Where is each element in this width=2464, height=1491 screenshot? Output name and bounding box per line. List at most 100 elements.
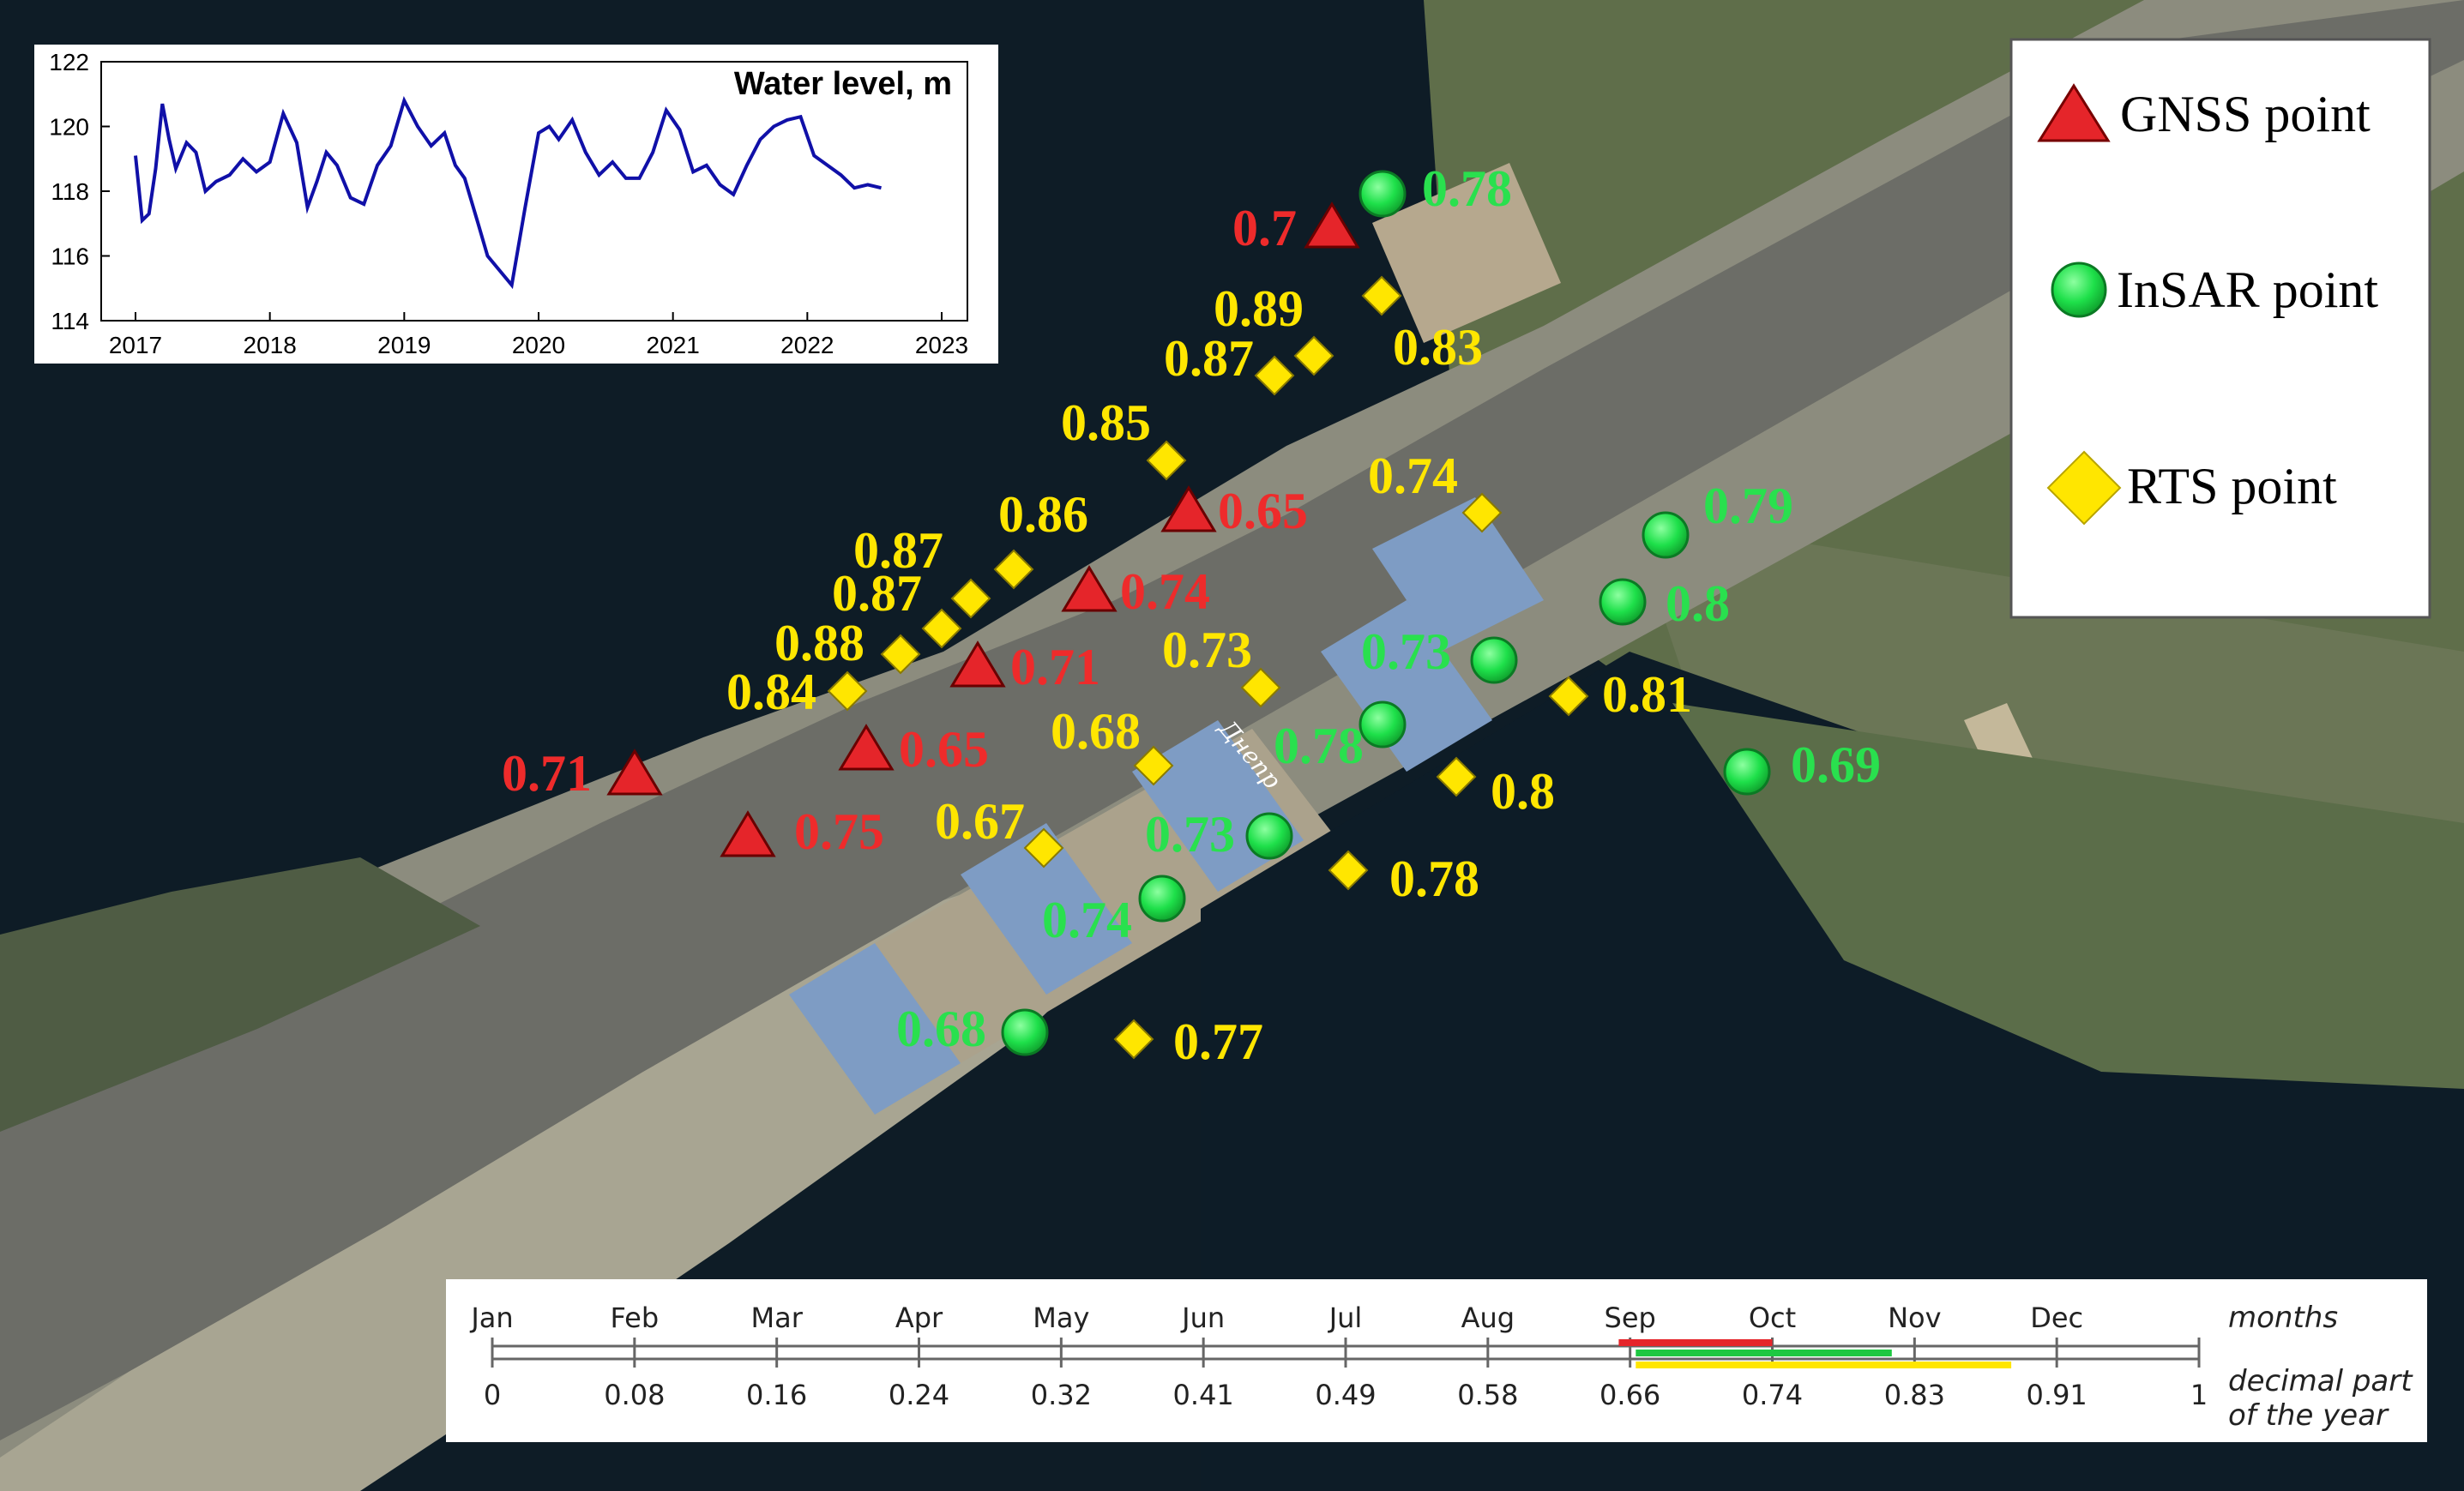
rts-point-label: 0.73 (1162, 622, 1252, 678)
legend-rts-icon (2046, 450, 2122, 526)
rts-point-label: 0.87 (832, 565, 922, 622)
month-label: Oct (1749, 1302, 1796, 1334)
month-label: Dec (2030, 1302, 2083, 1334)
decimal-label: 0.66 (1599, 1379, 1660, 1411)
insar-point-marker (1359, 170, 1407, 218)
month-label: Jul (1328, 1302, 1363, 1334)
legend: GNSS point InSAR point RTS point (2009, 38, 2431, 619)
decimal-label: 0.16 (746, 1379, 807, 1411)
rts-point-marker (921, 608, 962, 649)
rts-point-label: 0.78 (1389, 851, 1479, 907)
month-label: Jun (1180, 1302, 1225, 1334)
rts-point-label: 0.81 (1602, 666, 1692, 723)
rts-point-marker (993, 549, 1034, 590)
insar-point-marker (1642, 511, 1690, 559)
gnss-point-label: 0.74 (1120, 563, 1210, 620)
month-label: Jan (469, 1302, 513, 1334)
timeline-bars (1618, 1339, 2012, 1368)
decimal-axis-label-2: of the year (2228, 1398, 2389, 1433)
rts-point-marker (1113, 1019, 1154, 1060)
y-tick-label: 118 (51, 178, 89, 205)
gnss-point-label: 0.7 (1232, 200, 1297, 256)
gnss-point-marker (1061, 565, 1118, 612)
rts-point-marker (880, 634, 921, 675)
chart-title: Water level, m (734, 66, 952, 102)
rts-point-label: 0.84 (726, 664, 816, 720)
legend-gnss-icon (2037, 83, 2111, 142)
decimal-label: 0.24 (889, 1379, 949, 1411)
decimal-label: 0 (484, 1379, 501, 1411)
insar-point-label: 0.78 (1422, 160, 1512, 217)
gnss-point-marker (949, 640, 1006, 688)
insar-point-label: 0.73 (1145, 806, 1235, 863)
rts-point-label: 0.88 (774, 615, 865, 671)
legend-rts-label: RTS point (2127, 458, 2337, 514)
x-tick-label: 2019 (377, 332, 431, 358)
gnss-point-label: 0.75 (794, 803, 884, 860)
rts-point-label: 0.8 (1491, 763, 1555, 820)
y-tick-label: 122 (49, 49, 89, 75)
rts-point-label: 0.77 (1173, 1013, 1263, 1070)
insar-point-label: 0.79 (1703, 478, 1793, 534)
timeline-panel: Jan Feb Mar Apr May Jun Jul Aug Sep Oct Nov Dec 0 0.0… (446, 1279, 2427, 1442)
y-tick-label: 116 (51, 243, 89, 270)
decimal-label: 0.49 (1315, 1379, 1376, 1411)
legend-gnss-label: GNSS point (2120, 86, 2371, 142)
gnss-point-label: 0.65 (1218, 483, 1308, 539)
month-label: Sep (1605, 1302, 1656, 1334)
gnss-point-label: 0.71 (1010, 639, 1100, 695)
rts-point-label: 0.89 (1214, 280, 1304, 337)
y-tick-label: 120 (49, 114, 89, 141)
insar-point-marker (1470, 636, 1518, 684)
rts-point-marker (827, 670, 868, 712)
insar-point-marker (1599, 578, 1647, 626)
decimal-label: 0.91 (2027, 1379, 2087, 1411)
water-level-line (134, 95, 882, 290)
timeline-background (446, 1279, 2427, 1442)
gnss-point-label: 0.71 (502, 745, 592, 802)
inset-background (34, 45, 998, 364)
plot-axes: 2017 2018 2019 2020 2021 2022 2023 114 116 118 120… (49, 49, 968, 358)
legend-insar-icon (2051, 262, 2107, 318)
rts-point-marker (1240, 667, 1281, 708)
x-tick-label: 2023 (915, 332, 968, 358)
insar-point-label: 0.8 (1666, 575, 1730, 632)
water-level-inset: 2017 2018 2019 2020 2021 2022 2023 114 116 118 120… (34, 45, 998, 364)
insar-point-label: 0.74 (1042, 892, 1132, 948)
timeline-ticks: Jan Feb Mar Apr May Jun Jul Aug Sep Oct Nov Dec 0 0.0… (469, 1302, 2208, 1411)
insar-point-marker (1723, 748, 1771, 796)
decimal-label: 0.58 (1457, 1379, 1518, 1411)
gnss-point-marker (1160, 485, 1217, 532)
rts-point-label: 0.67 (935, 793, 1025, 850)
rts-point-marker (1146, 440, 1187, 481)
rts-point-label: 0.87 (1164, 330, 1254, 387)
rts-point-label: 0.85 (1061, 394, 1151, 451)
decimal-label: 0.41 (1173, 1379, 1234, 1411)
y-tick-label: 114 (51, 308, 89, 334)
insar-point-label: 0.68 (896, 1001, 986, 1057)
decimal-axis-label-1: decimal part (2228, 1364, 2413, 1398)
decimal-label: 0.08 (604, 1379, 665, 1411)
gnss-point-marker (606, 749, 663, 796)
month-label: Aug (1461, 1302, 1515, 1334)
legend-insar-label: InSAR point (2117, 262, 2378, 318)
month-label: Mar (750, 1302, 803, 1334)
rts-point-label: 0.83 (1393, 319, 1483, 376)
rts-point-marker (1328, 850, 1369, 891)
rts-point-marker (950, 578, 991, 619)
rts-point-label: 0.86 (998, 486, 1088, 543)
rts-point-marker (1293, 335, 1334, 376)
insar-point-label: 0.73 (1361, 623, 1451, 680)
rts-point-marker (1548, 676, 1589, 717)
insar-point-label: 0.69 (1791, 736, 1881, 793)
month-label: May (1033, 1302, 1089, 1334)
insar-point-marker (1138, 875, 1186, 923)
insar-point-marker (1001, 1008, 1049, 1056)
x-tick-label: 2021 (647, 332, 700, 358)
months-axis-label: months (2228, 1301, 2338, 1335)
rts-point-label: 0.74 (1368, 448, 1458, 504)
gnss-point-marker (720, 810, 776, 857)
month-label: Feb (611, 1302, 660, 1334)
rts-point-label: 0.68 (1051, 703, 1141, 760)
x-tick-label: 2022 (780, 332, 834, 358)
